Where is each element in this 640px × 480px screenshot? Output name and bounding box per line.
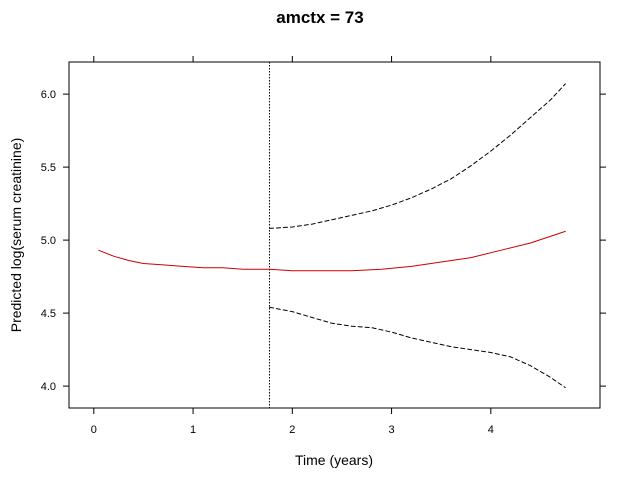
y-tick-label: 5.5: [41, 162, 56, 174]
x-tick-label: 4: [488, 424, 494, 436]
x-axis-title: Time (years): [295, 452, 373, 468]
y-tick-label: 4.0: [41, 381, 56, 393]
x-tick-label: 1: [190, 424, 196, 436]
y-tick-label: 5.0: [41, 235, 56, 247]
prediction-line: [98, 230, 566, 272]
lines-layer: [98, 62, 566, 408]
y-tick-label: 6.0: [41, 89, 56, 101]
x-tick-label: 0: [91, 424, 97, 436]
x-tick-label: 2: [289, 424, 295, 436]
upper-bound-line: [269, 83, 566, 229]
lower-bound-line: [269, 306, 566, 389]
chart-title: amctx = 73: [276, 8, 363, 27]
y-tick-label: 4.5: [41, 308, 56, 320]
ticks-layer: 0 1 2 3 4 4.0 4.5 5.0 5.5 6.0: [41, 56, 606, 436]
y-axis-title: Predicted log(serum creatinine): [8, 138, 24, 333]
x-tick-label: 3: [389, 424, 395, 436]
plot-frame: [68, 61, 601, 409]
